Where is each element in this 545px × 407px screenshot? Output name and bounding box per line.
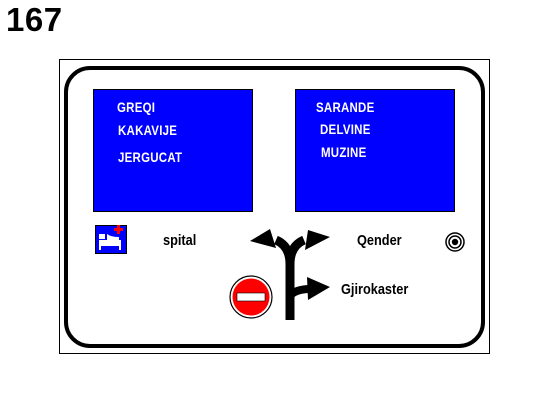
destination-muzine: MUZINE: [321, 144, 367, 160]
destination-panel-right: SARANDE DELVINE MUZINE: [295, 89, 455, 212]
destination-panel-left: GREQI KAKAVIJE JERGUCAT: [93, 89, 253, 212]
label-qender: Qender: [357, 232, 402, 249]
destination-sarande: SARANDE: [316, 99, 375, 115]
direction-arrows-icon: [250, 229, 330, 320]
hospital-icon: [95, 225, 127, 254]
destination-jergucat: JERGUCAT: [118, 149, 183, 165]
sign-border: [64, 66, 485, 348]
city-centre-icon: [445, 232, 465, 252]
destination-kakavije: KAKAVIJE: [118, 122, 178, 138]
label-spital: spital: [163, 232, 197, 249]
no-entry-icon: [229, 275, 273, 319]
page-number: 167: [6, 1, 63, 38]
destination-delvine: DELVINE: [320, 121, 371, 137]
destination-greqi: GREQI: [117, 99, 156, 115]
road-sign: GREQI KAKAVIJE JERGUCAT SARANDE DELVINE …: [59, 59, 490, 354]
label-gjirokaster: Gjirokaster: [341, 281, 409, 298]
